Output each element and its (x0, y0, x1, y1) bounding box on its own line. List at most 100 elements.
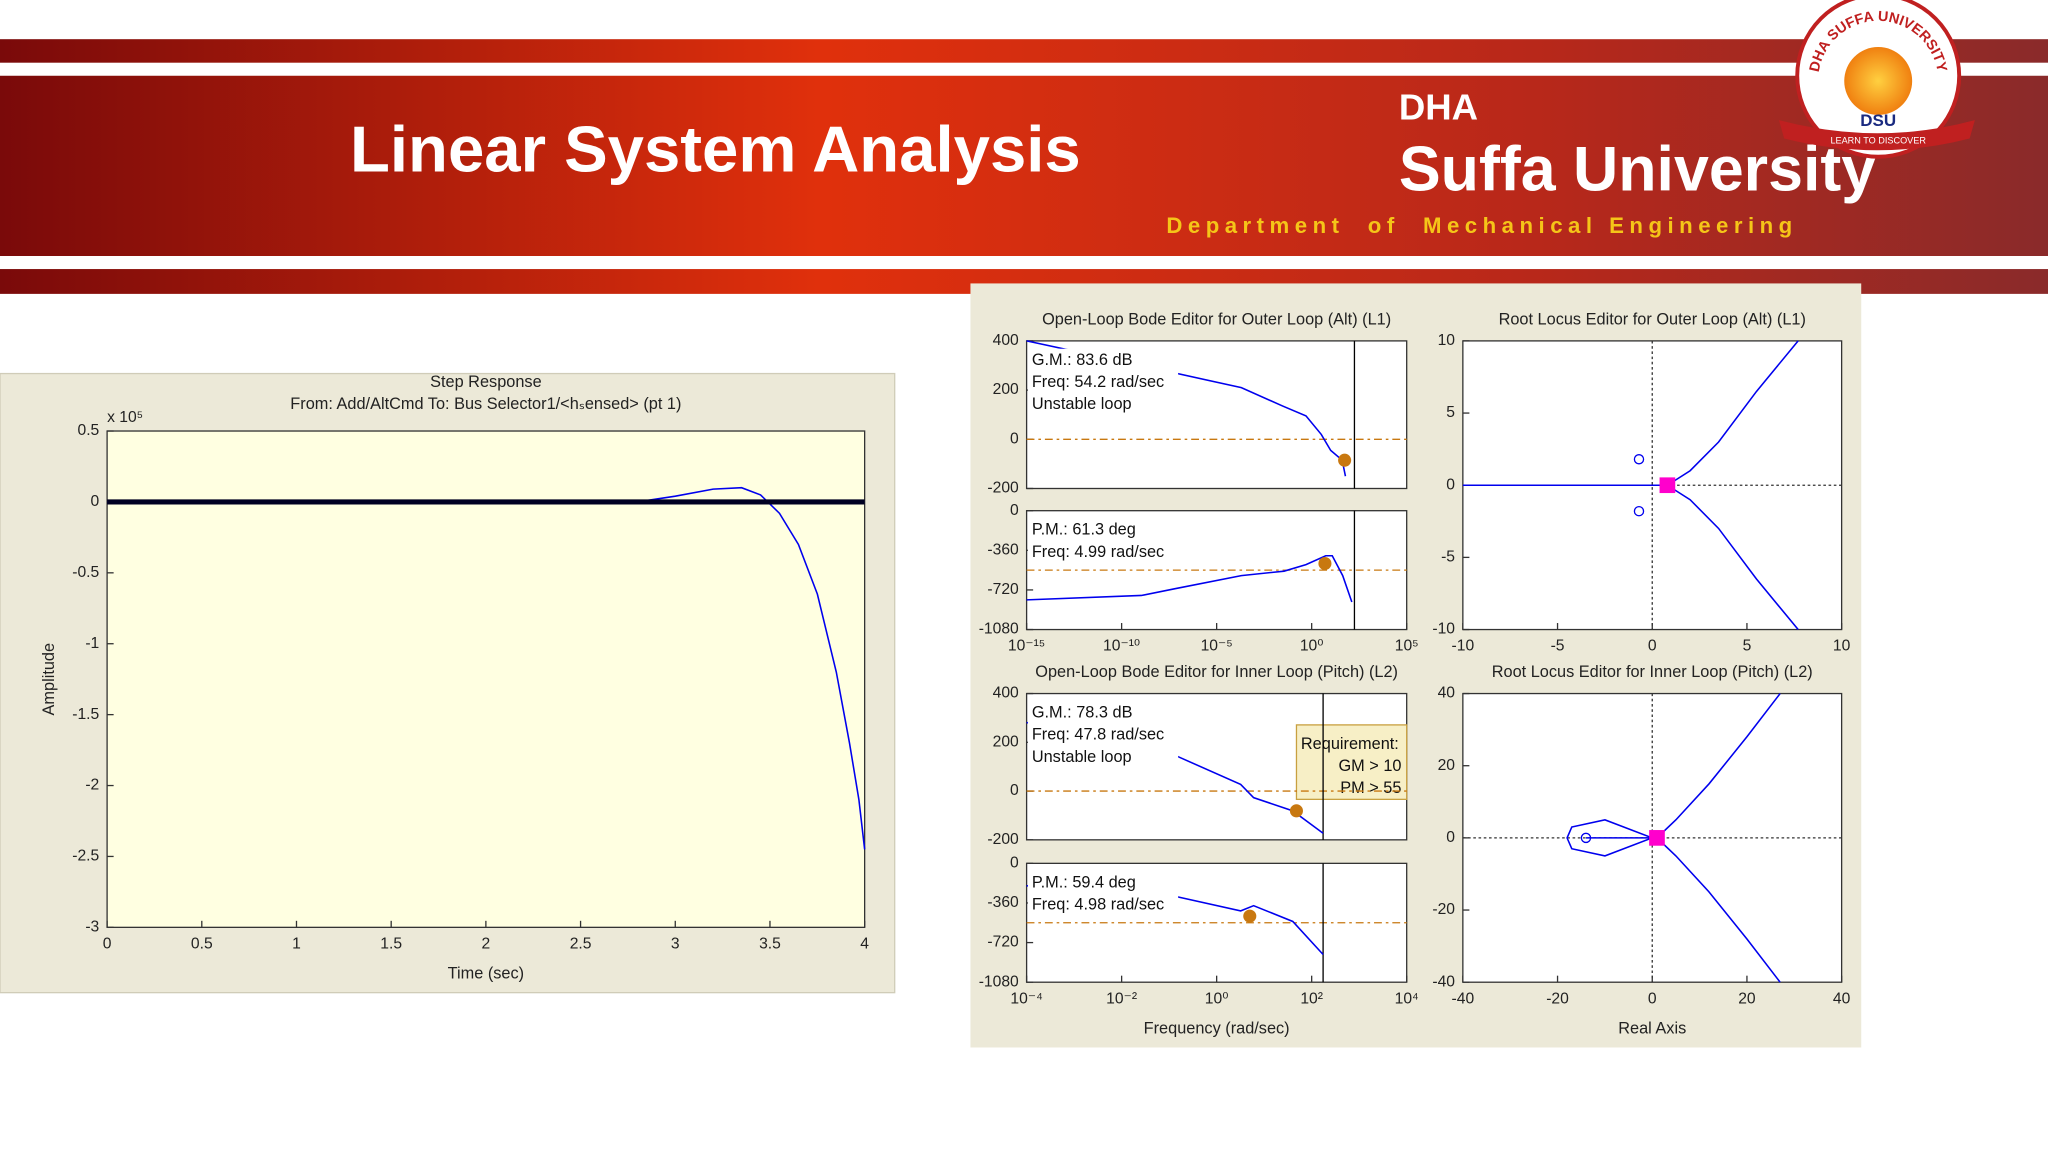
department: Department of Mechanical Engineering (1166, 213, 1797, 238)
x-tick-label: -10 (1452, 638, 1475, 655)
requirement-title: Requirement: (1301, 735, 1399, 753)
zero-marker (1580, 832, 1592, 844)
x-tick-label: 10⁻⁵ (1201, 638, 1233, 655)
x-tick-label: 4 (860, 935, 869, 952)
chart-title: Root Locus Editor for Inner Loop (Pitch)… (1492, 663, 1813, 681)
y-tick-label: 10 (1438, 332, 1456, 349)
pole-marker (1649, 830, 1665, 846)
annotation: G.M.: 78.3 dB (1032, 703, 1133, 721)
x-tick-label: 2 (482, 935, 491, 952)
x-tick-label: 10⁻² (1106, 990, 1137, 1007)
y-tick-label: -1 (85, 635, 99, 652)
pole-marker (1659, 477, 1676, 494)
header-band (0, 75, 2048, 257)
x-tick-label: 1 (292, 935, 301, 952)
y-tick-label: -360 (987, 894, 1019, 911)
y-tick-label: -5 (1441, 549, 1455, 566)
annotation-box (1027, 871, 1179, 921)
x-tick-label: 10⁵ (1395, 638, 1419, 655)
annotation: Freq: 54.2 rad/sec (1032, 373, 1164, 391)
annotation-box (1027, 518, 1179, 569)
curve (1666, 340, 1799, 486)
y-tick-label: -360 (987, 541, 1019, 558)
y-tick-label: -1.5 (72, 706, 99, 723)
curve (1656, 837, 1781, 983)
x-tick-label: 0.5 (191, 935, 213, 952)
chart-title: Open-Loop Bode Editor for Inner Loop (Pi… (1035, 663, 1398, 681)
x-tick-label: 3 (671, 935, 680, 952)
margin-dot (1318, 556, 1332, 571)
curve (1666, 484, 1799, 631)
y-multiplier: x 10⁵ (107, 409, 143, 426)
dha: DHA (1399, 86, 1478, 127)
logo: DHA SUFFA UNIVERSITY DSU LEARN TO DISCOV… (1778, 0, 1975, 159)
chart-subtitle: From: Add/AltCmd To: Bus Selector1/<hₛen… (290, 395, 681, 413)
x-tick-label: 10⁴ (1395, 990, 1419, 1007)
x-tick-label: 3.5 (759, 935, 781, 952)
y-tick-label: 0 (1010, 854, 1019, 871)
annotation: Freq: 4.99 rad/sec (1032, 543, 1164, 561)
x-tick-label: -20 (1546, 990, 1569, 1007)
y-tick-label: 0 (1446, 476, 1455, 493)
university: Suffa University (1399, 134, 1876, 204)
margin-dot (1289, 804, 1303, 818)
x-axis-label: Time (sec) (448, 965, 524, 983)
y-tick-label: -20 (1432, 901, 1455, 918)
x-tick-label: 10⁻⁴ (1010, 990, 1042, 1007)
x-tick-label: 10 (1833, 638, 1851, 655)
annotation: Unstable loop (1032, 395, 1132, 413)
chart-title: Open-Loop Bode Editor for Outer Loop (Al… (1042, 310, 1391, 328)
x-tick-label: 2.5 (570, 935, 592, 952)
x-tick-label: 0 (1648, 638, 1657, 655)
y-tick-label: -200 (987, 480, 1019, 497)
y-tick-label: 0 (1010, 430, 1019, 447)
annotation: P.M.: 61.3 deg (1032, 521, 1136, 539)
y-tick-label: 0 (91, 493, 100, 510)
x-tick-label: 10² (1300, 990, 1323, 1007)
x-tick-label: 1.5 (380, 935, 402, 952)
margin-dot (1243, 909, 1257, 923)
requirement-line: GM > 10 (1338, 757, 1401, 775)
x-tick-label: 40 (1833, 990, 1851, 1007)
y-tick-label: 0 (1010, 782, 1019, 799)
y-tick-label: -1080 (979, 621, 1019, 638)
top-stripe (0, 39, 2048, 63)
x-tick-label: 10⁰ (1205, 990, 1229, 1007)
y-tick-label: -720 (987, 934, 1019, 951)
annotation: Unstable loop (1032, 748, 1132, 766)
margin-dot (1338, 453, 1352, 467)
y-tick-label: 40 (1438, 685, 1456, 702)
chart-title: Step Response (430, 373, 542, 391)
y-tick-label: -3 (85, 918, 99, 935)
y-tick-label: -1080 (979, 973, 1019, 990)
plot-area (106, 430, 866, 928)
annotation: Freq: 4.98 rad/sec (1032, 895, 1164, 913)
x-axis-label: Real Axis (1618, 1020, 1686, 1038)
zero-marker (1633, 505, 1645, 517)
curve (1566, 819, 1653, 857)
annotation: Freq: 47.8 rad/sec (1032, 726, 1164, 744)
y-tick-label: -720 (987, 581, 1019, 598)
logo-abbr: DSU (1860, 111, 1896, 130)
logo-ribbon (1778, 120, 1975, 151)
y-tick-label: -2.5 (72, 848, 99, 865)
x-axis-label: Frequency (rad/sec) (1144, 1020, 1290, 1038)
slide-title: Linear System Analysis (350, 112, 1081, 185)
curve (1026, 554, 1353, 603)
requirement-line: PM > 55 (1340, 779, 1401, 797)
x-tick-label: -40 (1452, 990, 1475, 1007)
y-tick-label: 0 (1446, 829, 1455, 846)
y-tick-label: -40 (1432, 973, 1455, 990)
annotation: P.M.: 59.4 deg (1032, 873, 1136, 891)
logo-motto: LEARN TO DISCOVER (1830, 135, 1926, 145)
x-tick-label: 10⁰ (1300, 638, 1324, 655)
annotation-box (1027, 701, 1179, 774)
curve (1656, 693, 1781, 839)
annotation: G.M.: 83.6 dB (1032, 351, 1133, 369)
logo-sun (1844, 47, 1913, 115)
x-tick-label: 0 (103, 935, 112, 952)
y-tick-label: -200 (987, 831, 1019, 848)
x-tick-label: 20 (1738, 990, 1756, 1007)
